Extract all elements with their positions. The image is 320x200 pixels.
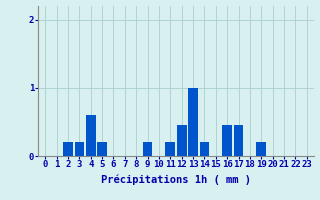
Bar [256, 142, 266, 156]
Bar [143, 142, 152, 156]
Bar [165, 142, 175, 156]
Bar [200, 142, 209, 156]
Bar [63, 142, 73, 156]
Bar [234, 125, 244, 156]
X-axis label: Précipitations 1h ( mm ): Précipitations 1h ( mm ) [101, 175, 251, 185]
Bar [177, 125, 187, 156]
Bar [86, 115, 96, 156]
Bar [188, 88, 198, 156]
Bar [75, 142, 84, 156]
Bar [222, 125, 232, 156]
Bar [97, 142, 107, 156]
